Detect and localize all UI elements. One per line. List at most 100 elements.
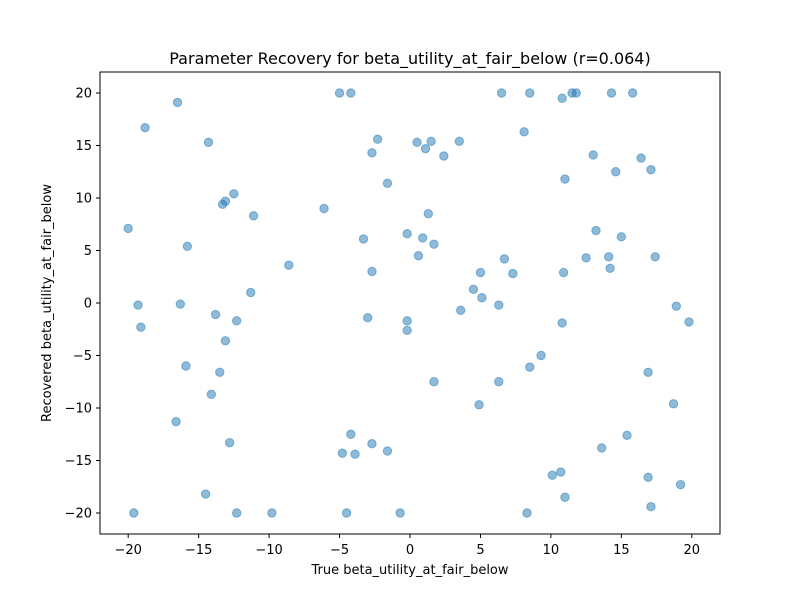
scatter-point	[646, 502, 656, 512]
scatter-point	[129, 508, 139, 518]
scatter-point	[402, 325, 412, 335]
y-tick-label: 20	[75, 87, 92, 102]
scatter-point	[571, 88, 581, 98]
scatter-point	[363, 313, 373, 323]
scatter-point	[412, 137, 422, 148]
scatter-point	[200, 489, 211, 499]
scatter-point	[636, 153, 646, 163]
scatter-point	[496, 88, 507, 98]
scatter-point	[616, 232, 627, 242]
scatter-point	[439, 151, 449, 161]
scatter-point	[650, 252, 660, 262]
scatter-point	[611, 167, 621, 177]
scatter-point	[367, 439, 377, 449]
scatter-point	[319, 203, 329, 214]
plot-area	[99, 71, 721, 535]
scatter-point	[417, 233, 428, 243]
y-tick-label: 0	[84, 297, 92, 312]
scatter-point	[426, 136, 436, 147]
y-axis-ticks: −20 −15 −10 −5 0 5 10 15 20	[65, 87, 100, 522]
scatter-point	[477, 293, 487, 303]
scatter-point	[367, 148, 377, 158]
scatter-point	[181, 361, 191, 371]
x-tick-label: −20	[114, 543, 141, 558]
chart-title: Parameter Recovery for beta_utility_at_f…	[169, 49, 650, 69]
scatter-point	[171, 416, 181, 427]
scatter-point	[382, 178, 393, 189]
scatter-point	[267, 508, 277, 518]
scatter-point	[420, 143, 431, 154]
y-axis-label: Recovered beta_utility_at_fair_below	[40, 184, 55, 422]
scatter-point	[560, 492, 570, 502]
scatter-point	[475, 267, 486, 278]
scatter-point	[402, 316, 412, 326]
scatter-point	[372, 134, 383, 144]
scatter-point	[229, 189, 239, 199]
scatter-point	[123, 223, 133, 234]
scatter-point	[519, 127, 529, 137]
scatter-point	[606, 88, 617, 98]
scatter-point	[413, 251, 424, 261]
x-tick-label: 10	[543, 543, 560, 558]
scatter-point	[468, 284, 479, 295]
scatter-point	[499, 254, 510, 264]
scatter-point	[596, 443, 607, 453]
scatter-point	[337, 448, 348, 458]
scatter-point	[423, 209, 434, 219]
scatter-point	[494, 377, 504, 387]
x-tick-label: −15	[185, 543, 212, 558]
x-axis-label: True beta_utility_at_fair_below	[310, 563, 508, 578]
scatter-point	[246, 287, 256, 298]
y-tick-label: −15	[65, 454, 92, 469]
scatter-point	[140, 122, 150, 133]
scatter-point	[367, 266, 377, 277]
scatter-point	[231, 316, 242, 326]
scatter-point	[136, 322, 146, 332]
scatter-point	[224, 437, 235, 448]
scatter-point	[558, 267, 569, 278]
scatter-point	[133, 300, 143, 310]
scatter-point	[547, 470, 558, 480]
scatter-point	[346, 88, 356, 98]
scatter-point	[350, 449, 360, 459]
scatter-point	[508, 268, 518, 279]
scatter-point	[557, 93, 567, 103]
scatter-point	[210, 309, 221, 320]
scatter-point	[182, 241, 193, 252]
y-tick-label: 10	[75, 192, 92, 207]
scatter-point	[395, 508, 405, 518]
scatter-point	[206, 389, 217, 400]
scatter-point	[525, 88, 535, 98]
scatter-point	[603, 252, 614, 262]
scatter-point	[341, 508, 352, 518]
scatter-point	[536, 350, 546, 361]
scatter-point	[346, 429, 356, 439]
scatter-point	[402, 229, 412, 239]
scatter-point	[668, 399, 679, 409]
scatter-point	[358, 234, 369, 244]
scatter-point	[382, 446, 393, 456]
scatter-point	[284, 260, 294, 270]
scatter-point	[522, 508, 532, 518]
x-axis-ticks: −20 −15 −10 −5 0 5 10 15 20	[114, 534, 700, 558]
scatter-point	[560, 174, 570, 184]
scatter-point	[684, 317, 694, 327]
scatter-point	[454, 136, 465, 147]
scatter-point	[675, 479, 686, 490]
scatter-point	[556, 467, 566, 477]
y-tick-label: −20	[65, 507, 92, 522]
y-tick-label: −10	[65, 402, 92, 417]
scatter-point	[215, 367, 225, 377]
scatter-point	[220, 336, 231, 346]
scatter-point	[474, 400, 484, 410]
x-tick-label: −10	[255, 543, 282, 558]
y-tick-label: 15	[75, 139, 92, 154]
y-tick-label: −5	[73, 349, 92, 364]
x-tick-label: 20	[684, 543, 701, 558]
scatter-point	[643, 367, 653, 377]
scatter-point	[588, 150, 598, 160]
scatter-point	[627, 88, 638, 98]
scatter-point	[643, 472, 653, 482]
scatter-point	[248, 211, 259, 221]
scatter-point	[591, 225, 601, 236]
